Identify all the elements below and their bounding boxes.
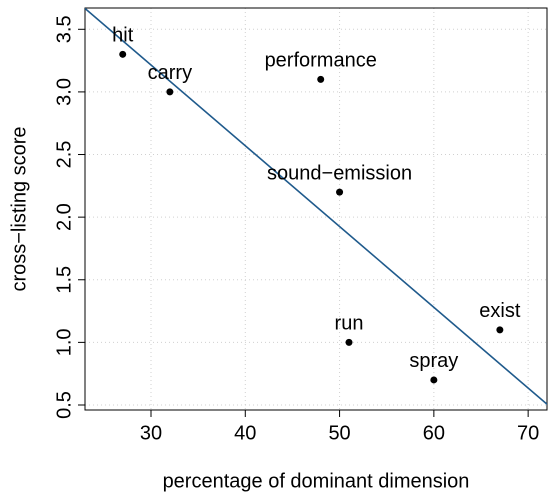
x-tick-label: 30	[140, 422, 162, 444]
y-tick-label: 2.5	[53, 141, 75, 169]
point-label: sound−emission	[267, 162, 412, 184]
point-label: hit	[112, 25, 134, 47]
point	[119, 50, 127, 58]
point	[430, 376, 438, 384]
point	[496, 326, 504, 334]
plot-frame	[84, 7, 548, 411]
point	[345, 338, 353, 346]
x-axis-title: percentage of dominant dimension	[163, 470, 470, 492]
x-tick-label: 60	[423, 422, 445, 444]
y-tick-label: 3.5	[53, 15, 75, 43]
x-tick-label: 70	[517, 422, 539, 444]
y-axis-title: cross−listing score	[8, 126, 30, 291]
x-tick-label: 50	[328, 422, 350, 444]
fit-line	[85, 8, 547, 406]
y-tick-label: 1.5	[53, 266, 75, 294]
y-tick-label: 0.5	[53, 391, 75, 419]
point-label: exist	[479, 300, 521, 322]
point	[317, 75, 325, 83]
point-label: carry	[148, 62, 192, 84]
point	[166, 88, 174, 96]
point	[336, 188, 344, 196]
point-label: run	[335, 313, 364, 335]
y-tick-label: 2.0	[53, 203, 75, 231]
x-tick-label: 40	[234, 422, 256, 444]
point-label: spray	[409, 350, 458, 372]
point-label: performance	[265, 50, 377, 72]
y-tick-label: 1.0	[53, 328, 75, 356]
y-tick-label: 3.0	[53, 78, 75, 106]
